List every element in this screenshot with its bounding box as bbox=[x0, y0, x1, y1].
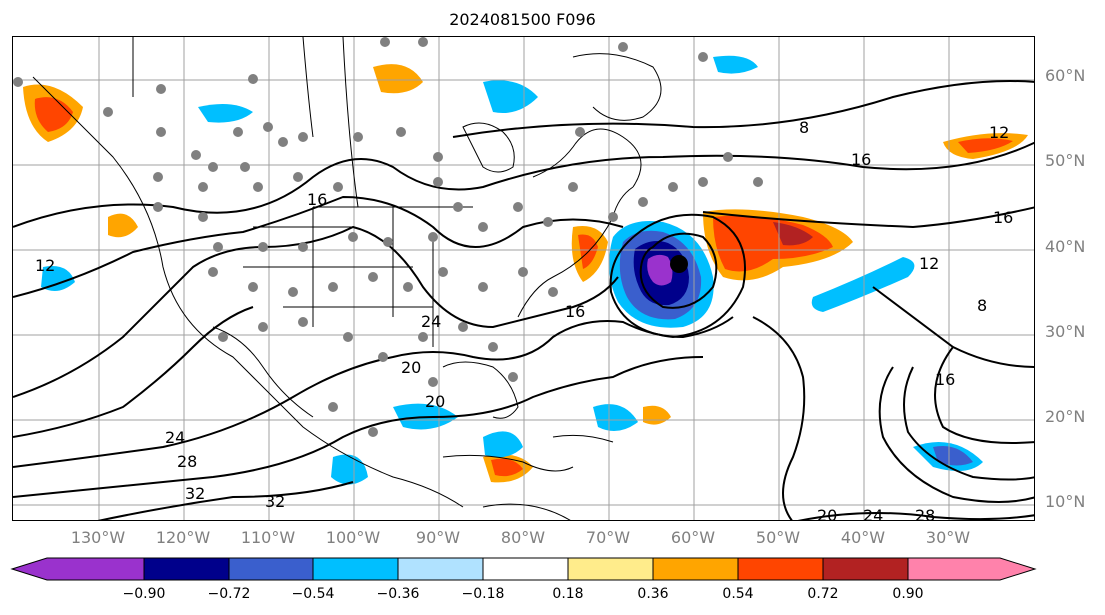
colorbar-tick: −0.36 bbox=[376, 586, 420, 602]
contour-label-16: 16 bbox=[565, 302, 585, 321]
colorbar-segment bbox=[228, 557, 314, 581]
colorbar-tick: −0.90 bbox=[122, 586, 166, 602]
lon-label-30w: 30°W bbox=[925, 528, 971, 547]
contour-label-32: 32 bbox=[265, 492, 285, 511]
colorbar-tick: 0.36 bbox=[637, 586, 669, 602]
lon-label-90w: 90°W bbox=[415, 528, 461, 547]
colorbar-segment bbox=[737, 557, 824, 581]
contour-label-20: 20 bbox=[425, 392, 445, 411]
colorbar-segment bbox=[10, 557, 145, 581]
contour-label-24: 24 bbox=[421, 312, 441, 331]
lon-label-120w: 120°W bbox=[155, 528, 211, 547]
contour-label-24: 24 bbox=[165, 428, 185, 447]
colorbar-segment bbox=[143, 557, 230, 581]
contour-label-12: 12 bbox=[35, 256, 55, 275]
colorbar-tick: −0.72 bbox=[207, 586, 251, 602]
lat-label-40n: 40°N bbox=[1045, 237, 1086, 256]
colorbar-segment bbox=[312, 557, 399, 581]
lon-label-110w: 110°W bbox=[240, 528, 296, 547]
colorbar-tick: −0.54 bbox=[291, 586, 335, 602]
colorbar bbox=[10, 557, 1037, 581]
station-markers bbox=[13, 37, 763, 437]
contour-label-20: 20 bbox=[401, 358, 421, 377]
colorbar-segment bbox=[397, 557, 484, 581]
contour-label-20: 20 bbox=[817, 506, 837, 521]
contour-labels: 8 12 16 16 16 12 20 20 24 24 28 32 32 8 … bbox=[35, 118, 1013, 521]
colorbar-tick: 0.54 bbox=[722, 586, 754, 602]
colorbar-segment bbox=[482, 557, 569, 581]
colorbar-tick: −0.18 bbox=[461, 586, 505, 602]
contour-label-24: 24 bbox=[863, 506, 883, 521]
colorbar-segment bbox=[652, 557, 739, 581]
contour-label-12: 12 bbox=[989, 123, 1009, 142]
lon-label-130w: 130°W bbox=[70, 528, 126, 547]
lat-label-60n: 60°N bbox=[1045, 66, 1086, 85]
lat-label-10n: 10°N bbox=[1045, 492, 1086, 511]
storm-center-marker bbox=[670, 255, 688, 273]
contour-label-28: 28 bbox=[915, 506, 935, 521]
colorbar-segment bbox=[567, 557, 654, 581]
colorbar-tick: 0.90 bbox=[892, 586, 924, 602]
lat-label-20n: 20°N bbox=[1045, 407, 1086, 426]
coastlines bbox=[32, 37, 662, 520]
contour-label-8: 8 bbox=[799, 118, 809, 137]
lon-label-40w: 40°W bbox=[840, 528, 886, 547]
contour-label-32: 32 bbox=[185, 484, 205, 503]
lon-label-100w: 100°W bbox=[325, 528, 381, 547]
contour-label-16: 16 bbox=[851, 150, 871, 169]
lat-label-30n: 30°N bbox=[1045, 322, 1086, 341]
lon-label-50w: 50°W bbox=[755, 528, 801, 547]
contour-label-8: 8 bbox=[977, 296, 987, 315]
height-contours bbox=[13, 80, 1034, 520]
lon-label-60w: 60°W bbox=[670, 528, 716, 547]
colorbar-tick: 0.18 bbox=[552, 586, 584, 602]
map-title: 2024081500 F096 bbox=[449, 10, 596, 29]
lon-label-70w: 70°W bbox=[585, 528, 631, 547]
lat-label-50n: 50°N bbox=[1045, 151, 1086, 170]
colorbar-segment bbox=[907, 557, 1037, 581]
contour-label-28: 28 bbox=[177, 452, 197, 471]
lon-label-80w: 80°W bbox=[500, 528, 546, 547]
contour-label-16: 16 bbox=[307, 190, 327, 209]
shaded-anomaly-fields bbox=[23, 55, 1028, 485]
contour-label-12: 12 bbox=[919, 254, 939, 273]
colorbar-segment bbox=[822, 557, 909, 581]
contour-label-16: 16 bbox=[935, 370, 955, 389]
forecast-map: 8 12 16 16 16 12 20 20 24 24 28 32 32 8 … bbox=[12, 36, 1035, 521]
contour-label-16: 16 bbox=[993, 208, 1013, 227]
map-canvas: 8 12 16 16 16 12 20 20 24 24 28 32 32 8 … bbox=[13, 37, 1034, 521]
colorbar-tick: 0.72 bbox=[807, 586, 839, 602]
